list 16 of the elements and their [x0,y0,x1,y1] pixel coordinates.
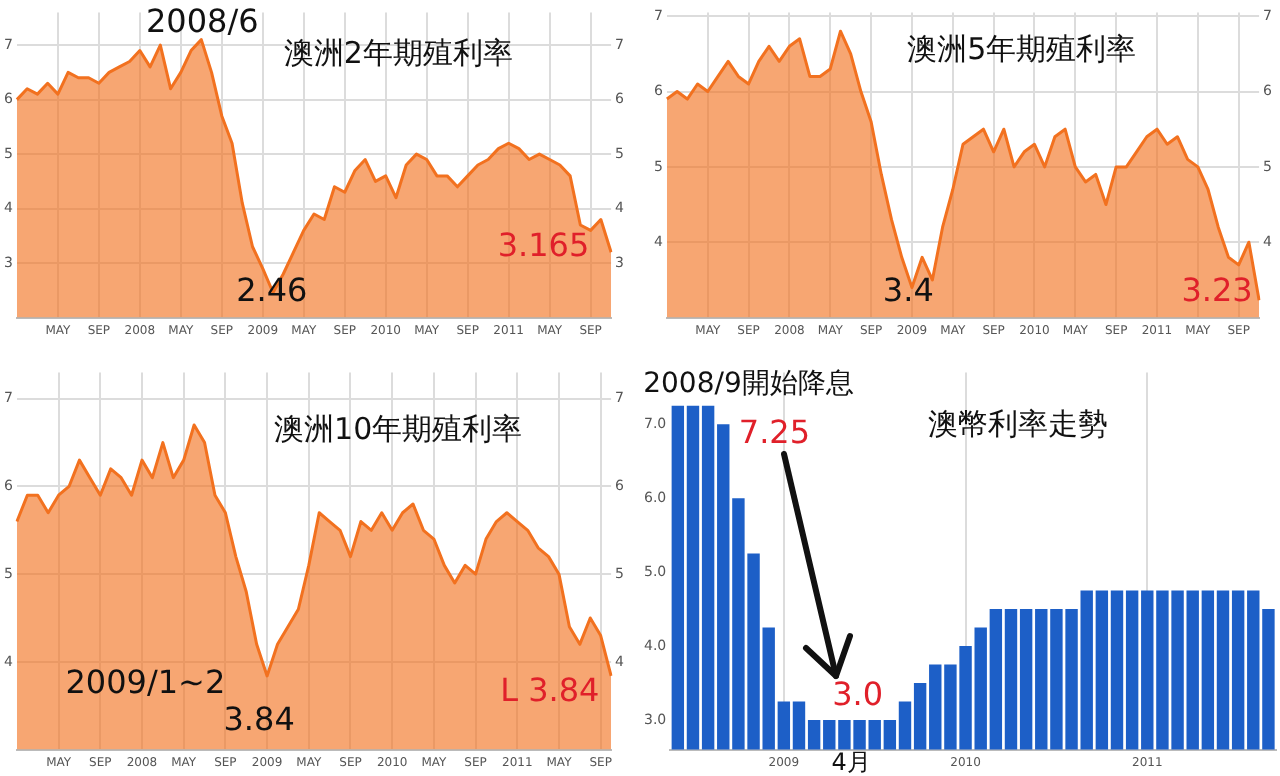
text: 澳洲5年期殖利率 [907,31,1137,68]
annotation: 3.165 [497,225,590,264]
annotation: 3.4 [882,270,934,309]
annotation: 3.84 [223,700,295,739]
annotation: 2009/1~2 [65,662,226,701]
text: 澳洲2年期殖利率 [283,34,513,71]
annotation: 2008/9開始降息 [643,368,854,401]
annotation: 2008/6 [145,2,259,41]
text: 澳幣利率走勢 [927,406,1108,443]
annotation: 3.23 [1181,270,1253,309]
annotation: 3.0 [832,675,884,714]
annotation: L 3.84 [500,671,600,710]
annotation: 2.46 [236,270,308,309]
text: 澳洲10年期殖利率 [274,410,523,447]
annotation: 4月 [831,747,871,776]
annotation: 7.25 [738,413,811,452]
